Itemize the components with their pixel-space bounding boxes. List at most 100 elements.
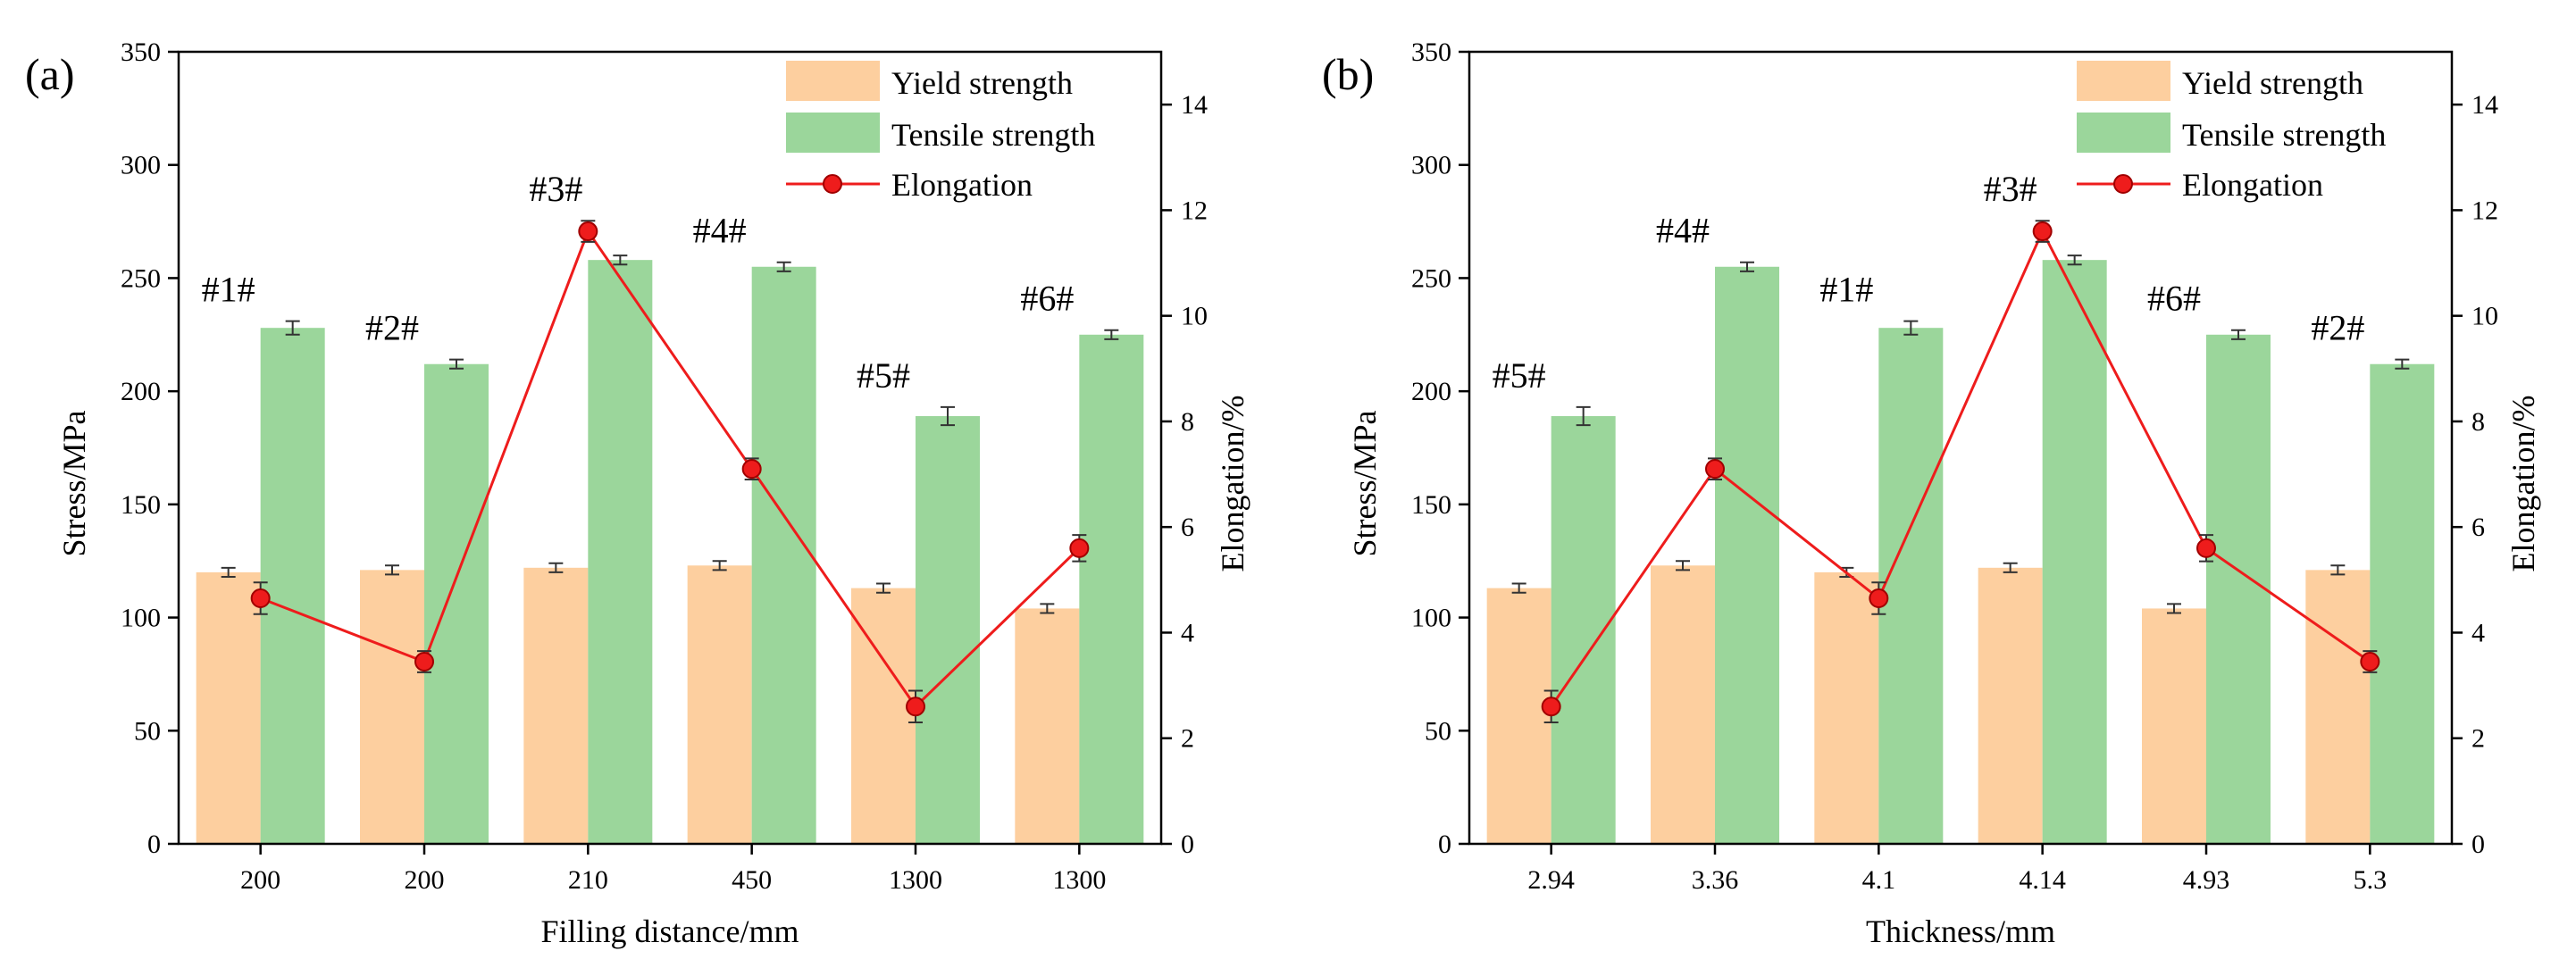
yield-errorbar-4 <box>712 560 727 571</box>
sample-label-1: #5# <box>1493 355 1546 396</box>
panel-label: (a) <box>25 49 75 99</box>
elongation-point-4 <box>741 459 762 480</box>
elongation-point-5 <box>2196 538 2216 558</box>
yield-errorbar-1 <box>1511 582 1526 594</box>
tensile-bar-2 <box>424 363 489 844</box>
sample-label-3: #1# <box>1819 270 1873 310</box>
legend-swatch-yield <box>786 61 880 101</box>
x-axis-label: Thickness/mm <box>1866 913 2055 949</box>
legend-swatch-yield <box>2077 61 2170 101</box>
tensile-bar-6 <box>1079 334 1144 844</box>
tensile-bar-3 <box>588 260 653 844</box>
y-tick-label: 150 <box>1411 490 1451 520</box>
elongation-point-5 <box>906 697 925 717</box>
yield-bar-6 <box>2305 570 2371 844</box>
y-tick-label: 200 <box>1411 377 1451 406</box>
y2-tick-label: 8 <box>2471 407 2485 437</box>
tensile-errorbar-3 <box>1903 320 1919 336</box>
tensile-bar-5 <box>916 416 980 844</box>
plot-frame <box>177 50 1163 846</box>
tensile-errorbar-3 <box>613 254 628 266</box>
y-tick-label: 100 <box>121 604 161 633</box>
elongation-line <box>1550 228 2371 708</box>
elongation-point-2 <box>1705 459 1725 480</box>
x-tick-label-2: 3.36 <box>1692 865 1739 895</box>
elongation-point-6 <box>1069 538 1090 558</box>
yield-bar-4 <box>1978 567 2043 844</box>
y2-tick-label: 6 <box>1181 513 1194 542</box>
chart-panel-b: #5# #4# #1# #3# #6# #2# 0 50 100 150 200 250 300 350 0… <box>1322 38 2541 949</box>
yield-bar-2 <box>360 570 424 844</box>
tensile-bar-4 <box>751 266 816 844</box>
y2-tick-label: 14 <box>1181 90 1208 120</box>
sample-label-6: #6# <box>1020 279 1074 319</box>
y-tick-label: 350 <box>121 38 161 67</box>
y2-tick-label: 10 <box>2471 302 2498 331</box>
yield-bar-5 <box>2142 608 2206 844</box>
y2-tick-label: 0 <box>2471 830 2485 859</box>
tensile-errorbar-2 <box>1740 261 1754 272</box>
elongation-point-6 <box>2360 651 2380 672</box>
y2-tick-label: 6 <box>2471 513 2485 542</box>
yield-bar-3 <box>523 567 589 844</box>
x-tick-label-4: 4.14 <box>2019 865 2066 895</box>
plot-frame <box>1468 50 2454 846</box>
y-tick-label: 350 <box>1411 38 1451 67</box>
y-tick-label: 250 <box>1411 263 1451 293</box>
y2-tick-label: 10 <box>1181 302 1208 331</box>
elongation-point-3 <box>578 221 598 242</box>
y-tick-label: 50 <box>1425 716 1451 746</box>
elongation-line <box>260 228 1081 709</box>
yield-bar-1 <box>1486 588 1551 844</box>
panel-label: (b) <box>1322 49 1374 99</box>
legend-label-tensile: Tensile strength <box>2182 117 2386 153</box>
legend-marker-elongation <box>2113 174 2133 194</box>
yield-errorbar-2 <box>1676 560 1690 571</box>
y2-tick-label: 0 <box>1181 830 1194 859</box>
yield-bar-6 <box>1015 608 1080 844</box>
x-tick-label-5: 1300 <box>889 865 942 895</box>
elongation-point-3 <box>1869 588 1889 609</box>
sample-label-5: #5# <box>857 355 910 396</box>
elongation-point-4 <box>2032 221 2053 242</box>
sample-label-6: #2# <box>2311 308 2364 348</box>
y-tick-label: 50 <box>134 716 161 746</box>
yield-errorbar-5 <box>876 582 891 594</box>
x-tick-label-3: 4.1 <box>1862 865 1896 895</box>
y-axis-label: Stress/MPa <box>56 410 92 556</box>
legend-label-yield: Yield strength <box>891 65 1073 101</box>
tensile-bar-3 <box>1878 328 1944 844</box>
sample-label-5: #6# <box>2147 279 2201 319</box>
tensile-errorbar-5 <box>2231 329 2246 340</box>
y2-tick-label: 14 <box>2471 90 2498 120</box>
sample-label-2: #4# <box>1656 211 1710 251</box>
y2-tick-label: 2 <box>2471 724 2485 754</box>
elongation-point-2 <box>414 651 434 672</box>
yield-errorbar-5 <box>2167 603 2181 614</box>
legend-label-elongation: Elongation <box>2182 167 2323 203</box>
sample-label-1: #1# <box>202 270 255 310</box>
yield-bar-3 <box>1814 571 1879 844</box>
y-tick-label: 300 <box>121 151 161 180</box>
y-tick-label: 0 <box>1438 830 1451 859</box>
x-tick-label-2: 200 <box>405 865 445 895</box>
yield-errorbar-3 <box>548 562 564 573</box>
tensile-errorbar-1 <box>1576 405 1591 427</box>
tensile-bar-2 <box>1715 266 1779 844</box>
tensile-errorbar-5 <box>941 405 955 427</box>
yield-errorbar-1 <box>221 566 236 578</box>
x-axis-label: Filling distance/mm <box>541 913 799 949</box>
x-tick-label-6: 1300 <box>1052 865 1106 895</box>
legend-label-tensile: Tensile strength <box>891 117 1095 153</box>
tensile-bar-4 <box>2042 260 2107 844</box>
y2-tick-label: 4 <box>2471 618 2485 647</box>
sample-label-4: #4# <box>693 211 747 251</box>
y-tick-label: 200 <box>121 377 161 406</box>
yield-bar-4 <box>687 565 752 844</box>
elongation-point-1 <box>1541 697 1561 717</box>
yield-errorbar-4 <box>2003 562 2018 573</box>
y2-tick-label: 8 <box>1181 407 1194 437</box>
tensile-errorbar-1 <box>285 320 300 336</box>
legend-marker-elongation <box>823 174 842 194</box>
